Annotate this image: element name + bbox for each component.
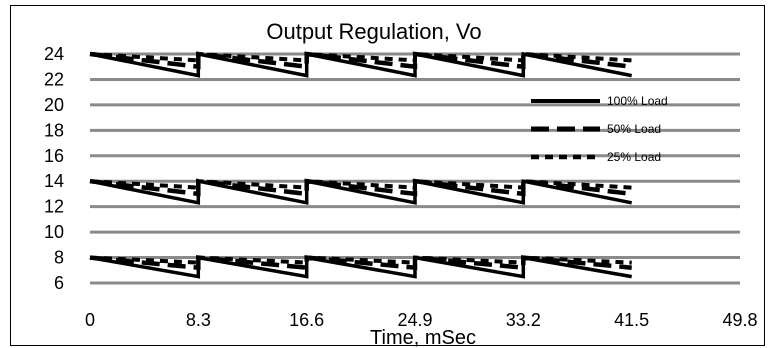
x-axis-label: Time, mSec <box>370 327 476 348</box>
series-line-dotted-1 <box>89 179 632 190</box>
y-tick-label: 8 <box>54 248 64 268</box>
x-tick-label: 0 <box>85 310 95 330</box>
x-tick-label: 16.6 <box>289 310 324 330</box>
x-tick-label: 24.9 <box>397 310 432 330</box>
y-tick-label: 20 <box>44 95 64 115</box>
y-tick-label: 22 <box>44 69 64 89</box>
series-line-dotted-2 <box>89 255 632 265</box>
x-tick-label: 33.2 <box>506 310 541 330</box>
y-tick-label: 10 <box>44 222 64 242</box>
legend: 100% Load 50% Load 25% Load <box>531 94 668 164</box>
legend-label: 25% Load <box>607 150 661 164</box>
y-tick-label: 12 <box>44 197 64 217</box>
y-tick-label: 6 <box>54 273 64 293</box>
y-tick-label: 16 <box>44 146 64 166</box>
chart-title: Output Regulation, Vo <box>266 19 481 44</box>
x-axis-ticks: 0 8.3 16.6 24.9 33.2 41.5 49.8 <box>85 310 758 330</box>
x-tick-label: 41.5 <box>614 310 649 330</box>
y-tick-label: 14 <box>44 171 64 191</box>
x-tick-label: 49.8 <box>722 310 757 330</box>
series-line-dotted-0 <box>89 51 632 63</box>
legend-label: 100% Load <box>607 94 668 108</box>
y-tick-label: 24 <box>44 44 64 64</box>
y-axis-ticks: 6 8 10 12 14 16 18 20 22 24 <box>44 44 64 293</box>
y-tick-label: 18 <box>44 120 64 140</box>
series-lines <box>89 51 633 279</box>
x-tick-label: 8.3 <box>186 310 211 330</box>
legend-label: 50% Load <box>607 122 661 136</box>
gridlines <box>90 52 740 285</box>
